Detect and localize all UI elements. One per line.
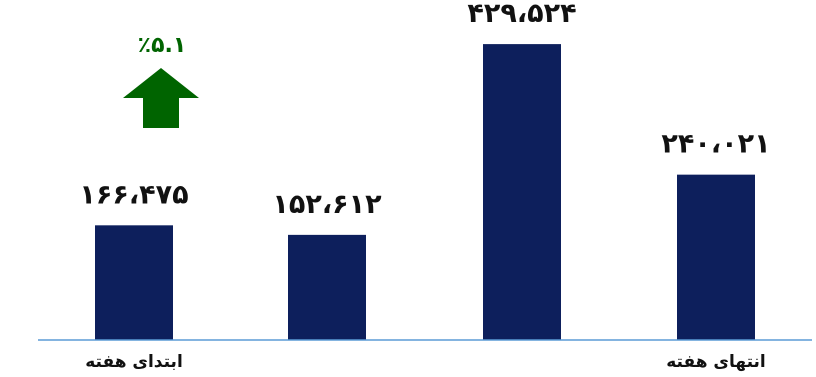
value-label-2: ۱۵۲،۶۱۲	[272, 189, 382, 220]
bar-1	[95, 225, 173, 340]
bars-group	[95, 44, 755, 341]
category-label-1: ابتدای هفته	[85, 352, 183, 372]
bar-3	[483, 44, 561, 341]
up-arrow-icon	[123, 68, 199, 128]
change-percent-label: ٪۵.۱	[138, 33, 187, 58]
value-labels-group: ۱۶۶،۴۷۵ ۱۵۲،۶۱۲ ۴۲۹،۵۲۴ ۲۴۰،۰۲۱	[79, 0, 770, 220]
category-labels-group: ابتدای هفته انتهای هفته	[85, 352, 766, 372]
value-label-1: ۱۶۶،۴۷۵	[79, 179, 188, 210]
bar-2	[288, 234, 366, 340]
value-label-4: ۲۴۰،۰۲۱	[661, 129, 770, 160]
category-label-4: انتهای هفته	[666, 352, 766, 372]
value-label-3: ۴۲۹،۵۲۴	[467, 0, 576, 29]
bar-4	[677, 174, 755, 340]
change-indicator: ٪۵.۱	[123, 33, 199, 128]
